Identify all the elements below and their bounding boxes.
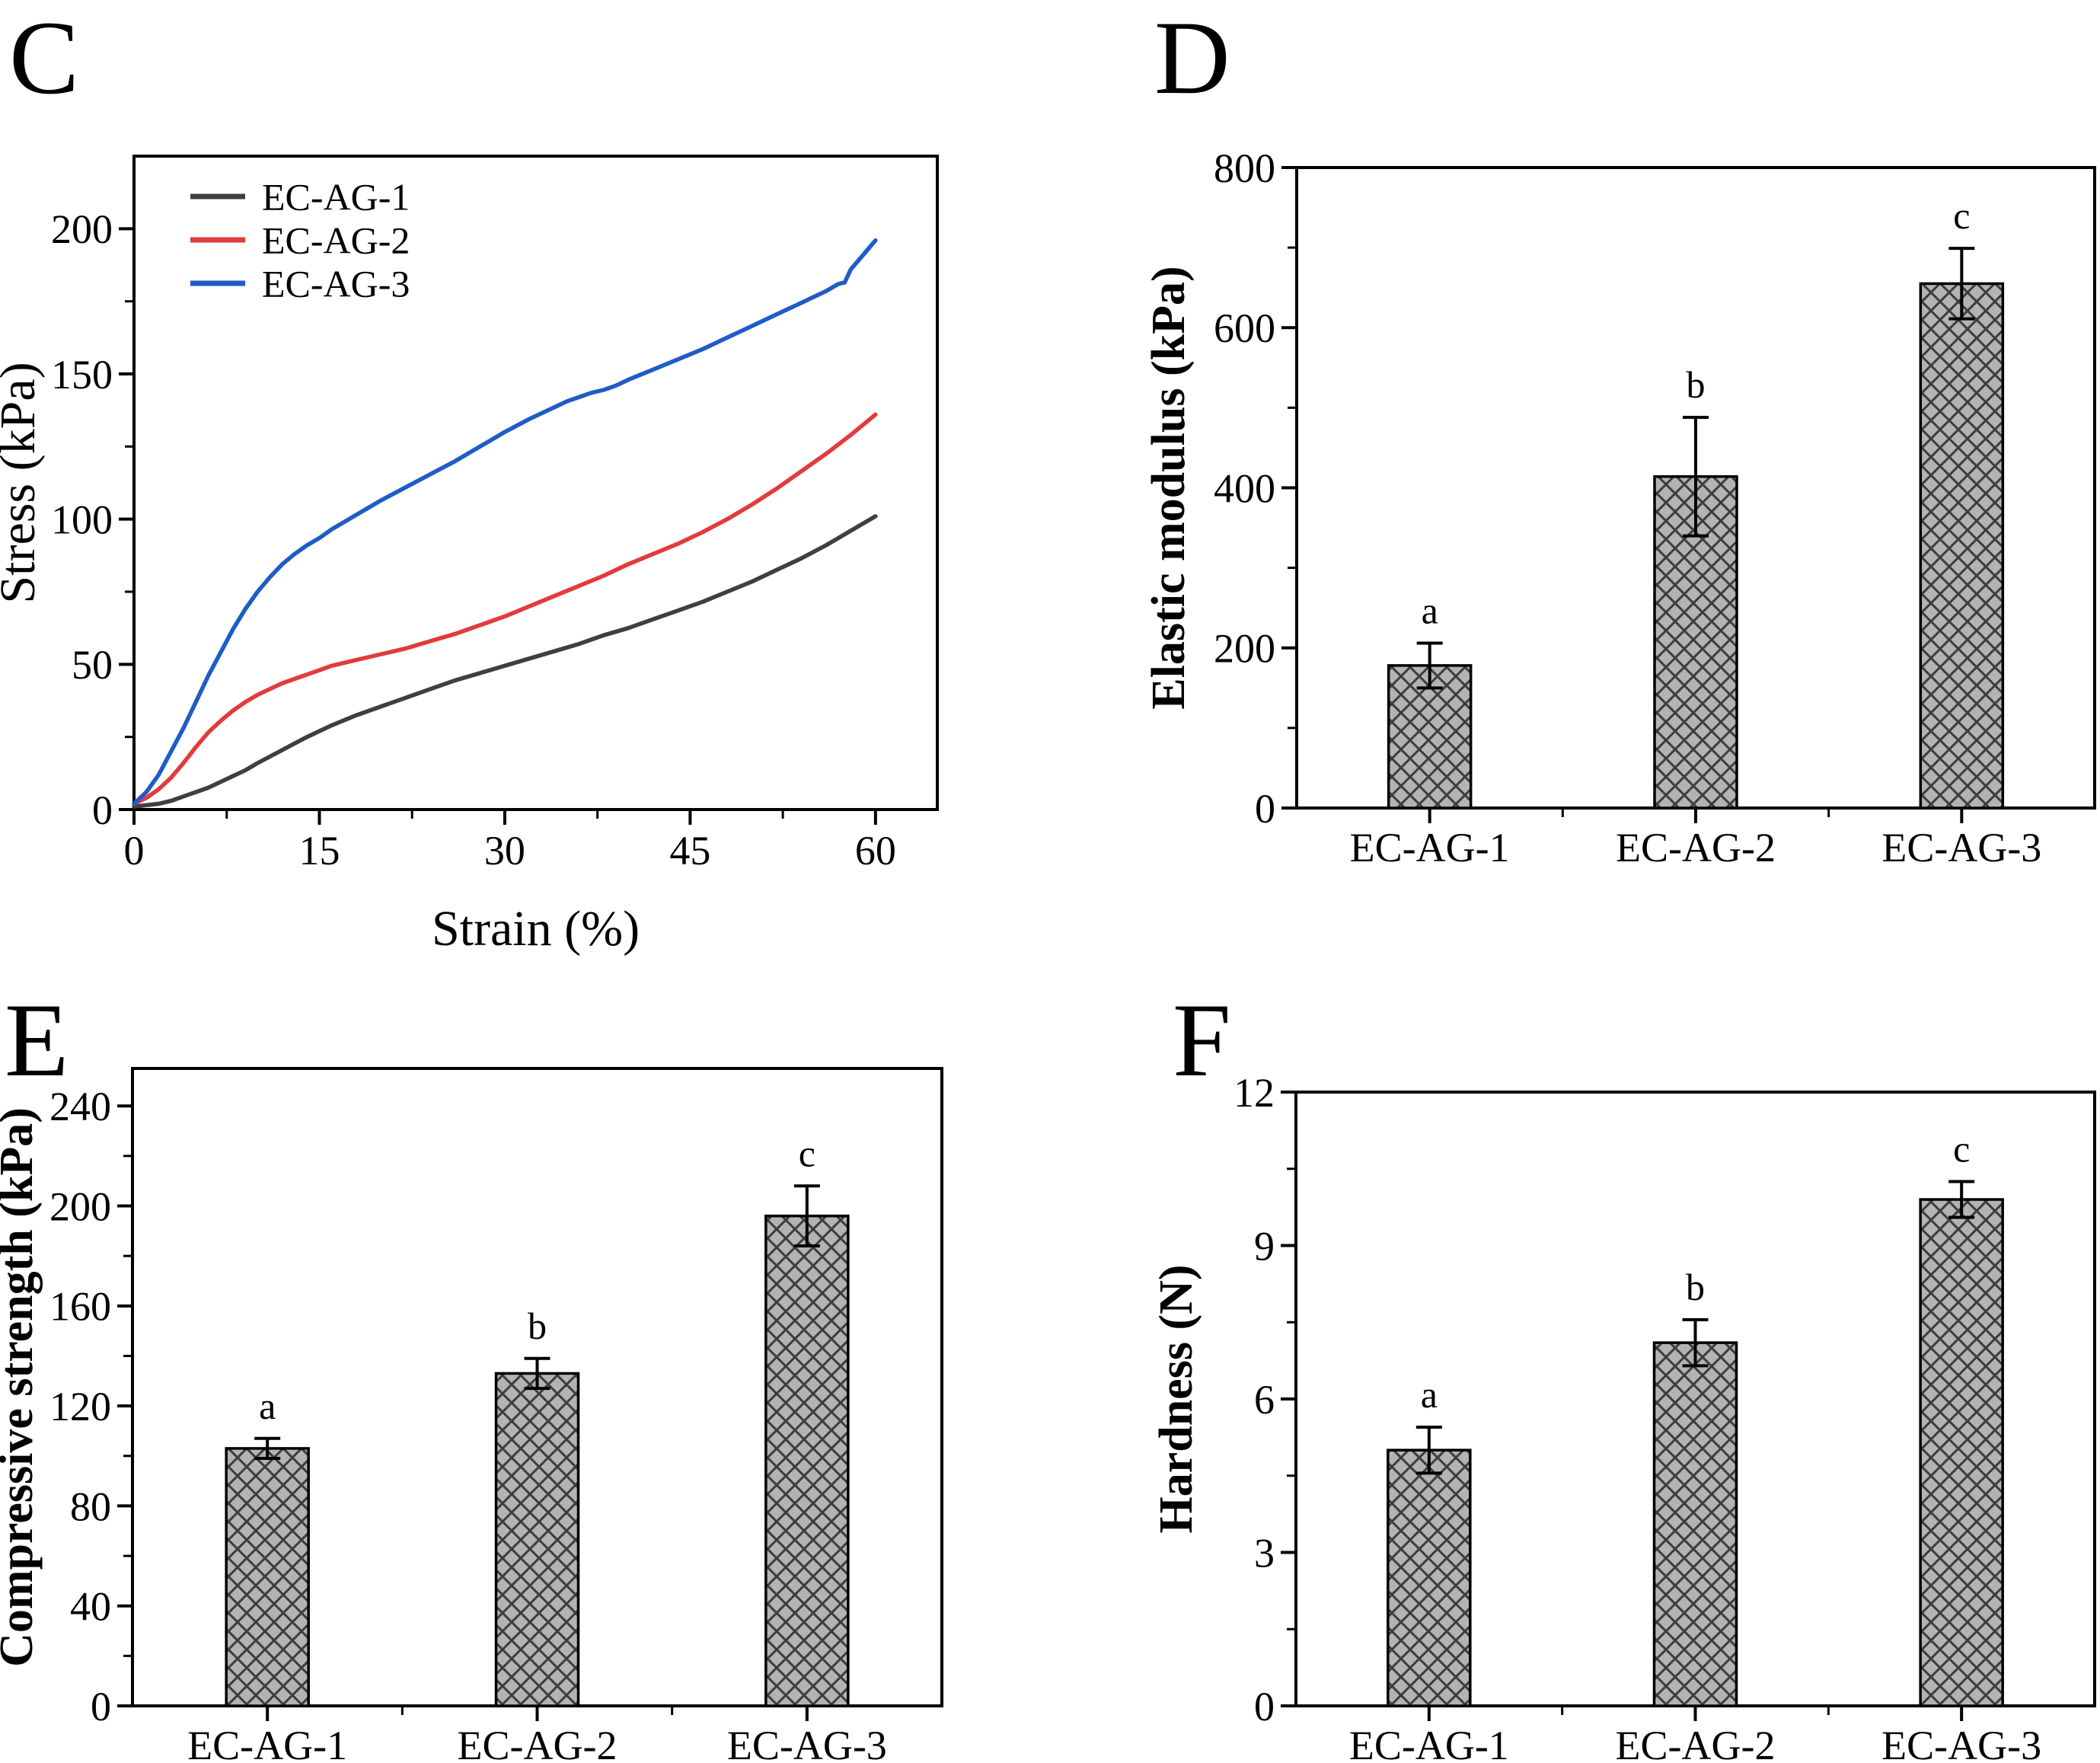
plot-frame (132, 155, 939, 811)
y-tick-label: 0 (1254, 1684, 1275, 1729)
significance-letter: b (1687, 363, 1706, 406)
legend-label: EC-AG-3 (262, 263, 410, 305)
panel-label-d: D (1154, 0, 1230, 116)
y-tick-label: 100 (51, 497, 113, 543)
y-tick-label: 0 (92, 787, 113, 833)
legend-label: EC-AG-1 (262, 176, 410, 219)
panel-f-hardness-bar-chart: 0 3 6 9 12 EC-AG-1 a EC-AG-2 b EC-AG-3 c Hardness (… (1151, 1070, 2096, 1763)
significance-letter: a (1422, 589, 1438, 631)
y-tick-label: 12 (1234, 1070, 1275, 1116)
x-tick-label: 60 (855, 828, 896, 874)
y-tick-label: 160 (49, 1284, 111, 1330)
y-tick-label: 240 (49, 1084, 111, 1129)
category-label: EC-AG-3 (1881, 825, 2041, 870)
panel-label-f: F (1173, 982, 1231, 1098)
curve-ec-ag-3 (132, 238, 878, 806)
category-label: EC-AG-1 (1350, 825, 1510, 870)
x-tick-label: 0 (124, 828, 145, 874)
y-tick-label: 400 (1214, 465, 1275, 511)
y-axis-title: Hardness (N) (1151, 1264, 1202, 1533)
bar-ec-ag-2 (494, 1372, 580, 1707)
category-label: EC-AG-1 (187, 1723, 347, 1763)
y-tick-label: 600 (1214, 305, 1275, 351)
y-tick-label: 80 (70, 1484, 111, 1529)
y-tick-label: 0 (1255, 786, 1275, 832)
panel-c-stress-strain-line-chart: 0 50 100 150 200 0 15 30 45 60 Strain (%) Stress (k… (0, 155, 939, 957)
y-axis-title: Stress (kPa) (0, 362, 46, 603)
y-tick-label: 200 (49, 1183, 111, 1229)
bar-ec-ag-3 (1919, 282, 2005, 810)
y-tick-label: 40 (70, 1584, 111, 1630)
panel-label-e: E (5, 982, 69, 1098)
bar-ec-ag-1 (225, 1447, 310, 1707)
x-tick-label: 45 (669, 828, 710, 874)
category-label: EC-AG-2 (458, 1723, 618, 1763)
y-tick-label: 9 (1254, 1223, 1275, 1269)
significance-letter: b (528, 1305, 547, 1347)
y-tick-label: 0 (91, 1684, 111, 1729)
y-tick-label: 120 (49, 1384, 111, 1429)
legend-label: EC-AG-2 (262, 219, 410, 262)
y-tick-label: 3 (1254, 1530, 1275, 1576)
category-label: EC-AG-2 (1616, 825, 1776, 870)
category-label: EC-AG-2 (1616, 1723, 1776, 1763)
significance-letter: c (799, 1132, 815, 1174)
significance-letter: b (1686, 1266, 1705, 1308)
significance-letter: c (1953, 194, 1970, 237)
x-axis-title: Strain (%) (432, 901, 640, 957)
panel-d-elastic-modulus-bar-chart: 0 200 400 600 800 EC-AG-1 a EC-AG-2 b EC-AG-3 c Ela… (1143, 145, 2096, 870)
bar-ec-ag-2 (1652, 1341, 1738, 1707)
y-tick-label: 800 (1214, 145, 1275, 191)
significance-letter: c (1953, 1128, 1970, 1171)
y-tick-label: 50 (72, 642, 113, 688)
category-label: EC-AG-1 (1349, 1723, 1509, 1763)
y-tick-label: 200 (51, 206, 113, 252)
significance-letter: a (259, 1385, 276, 1427)
x-tick-label: 15 (298, 828, 340, 874)
y-tick-label: 6 (1254, 1377, 1275, 1423)
category-label: EC-AG-3 (727, 1723, 887, 1763)
bar-ec-ag-3 (1919, 1198, 2004, 1707)
panel-label-c: C (9, 0, 80, 116)
x-tick-label: 30 (484, 828, 525, 874)
curve-ec-ag-2 (132, 412, 878, 806)
bar-ec-ag-3 (764, 1214, 850, 1707)
significance-letter: a (1421, 1373, 1438, 1416)
curve-ec-ag-1 (132, 514, 878, 809)
bar-ec-ag-1 (1387, 1448, 1472, 1707)
y-axis-title: Elastic modulus (kPa) (1143, 266, 1195, 709)
y-tick-label: 200 (1214, 626, 1275, 672)
y-tick-label: 150 (51, 352, 113, 398)
panel-e-compressive-strength-bar-chart: 0 40 80 120 160 200 240 EC-AG-1 a EC-AG-2 b EC-AG-3… (0, 1067, 943, 1763)
y-axis-title: Compressive strength (kPa) (0, 1107, 43, 1667)
category-label: EC-AG-3 (1881, 1723, 2041, 1763)
